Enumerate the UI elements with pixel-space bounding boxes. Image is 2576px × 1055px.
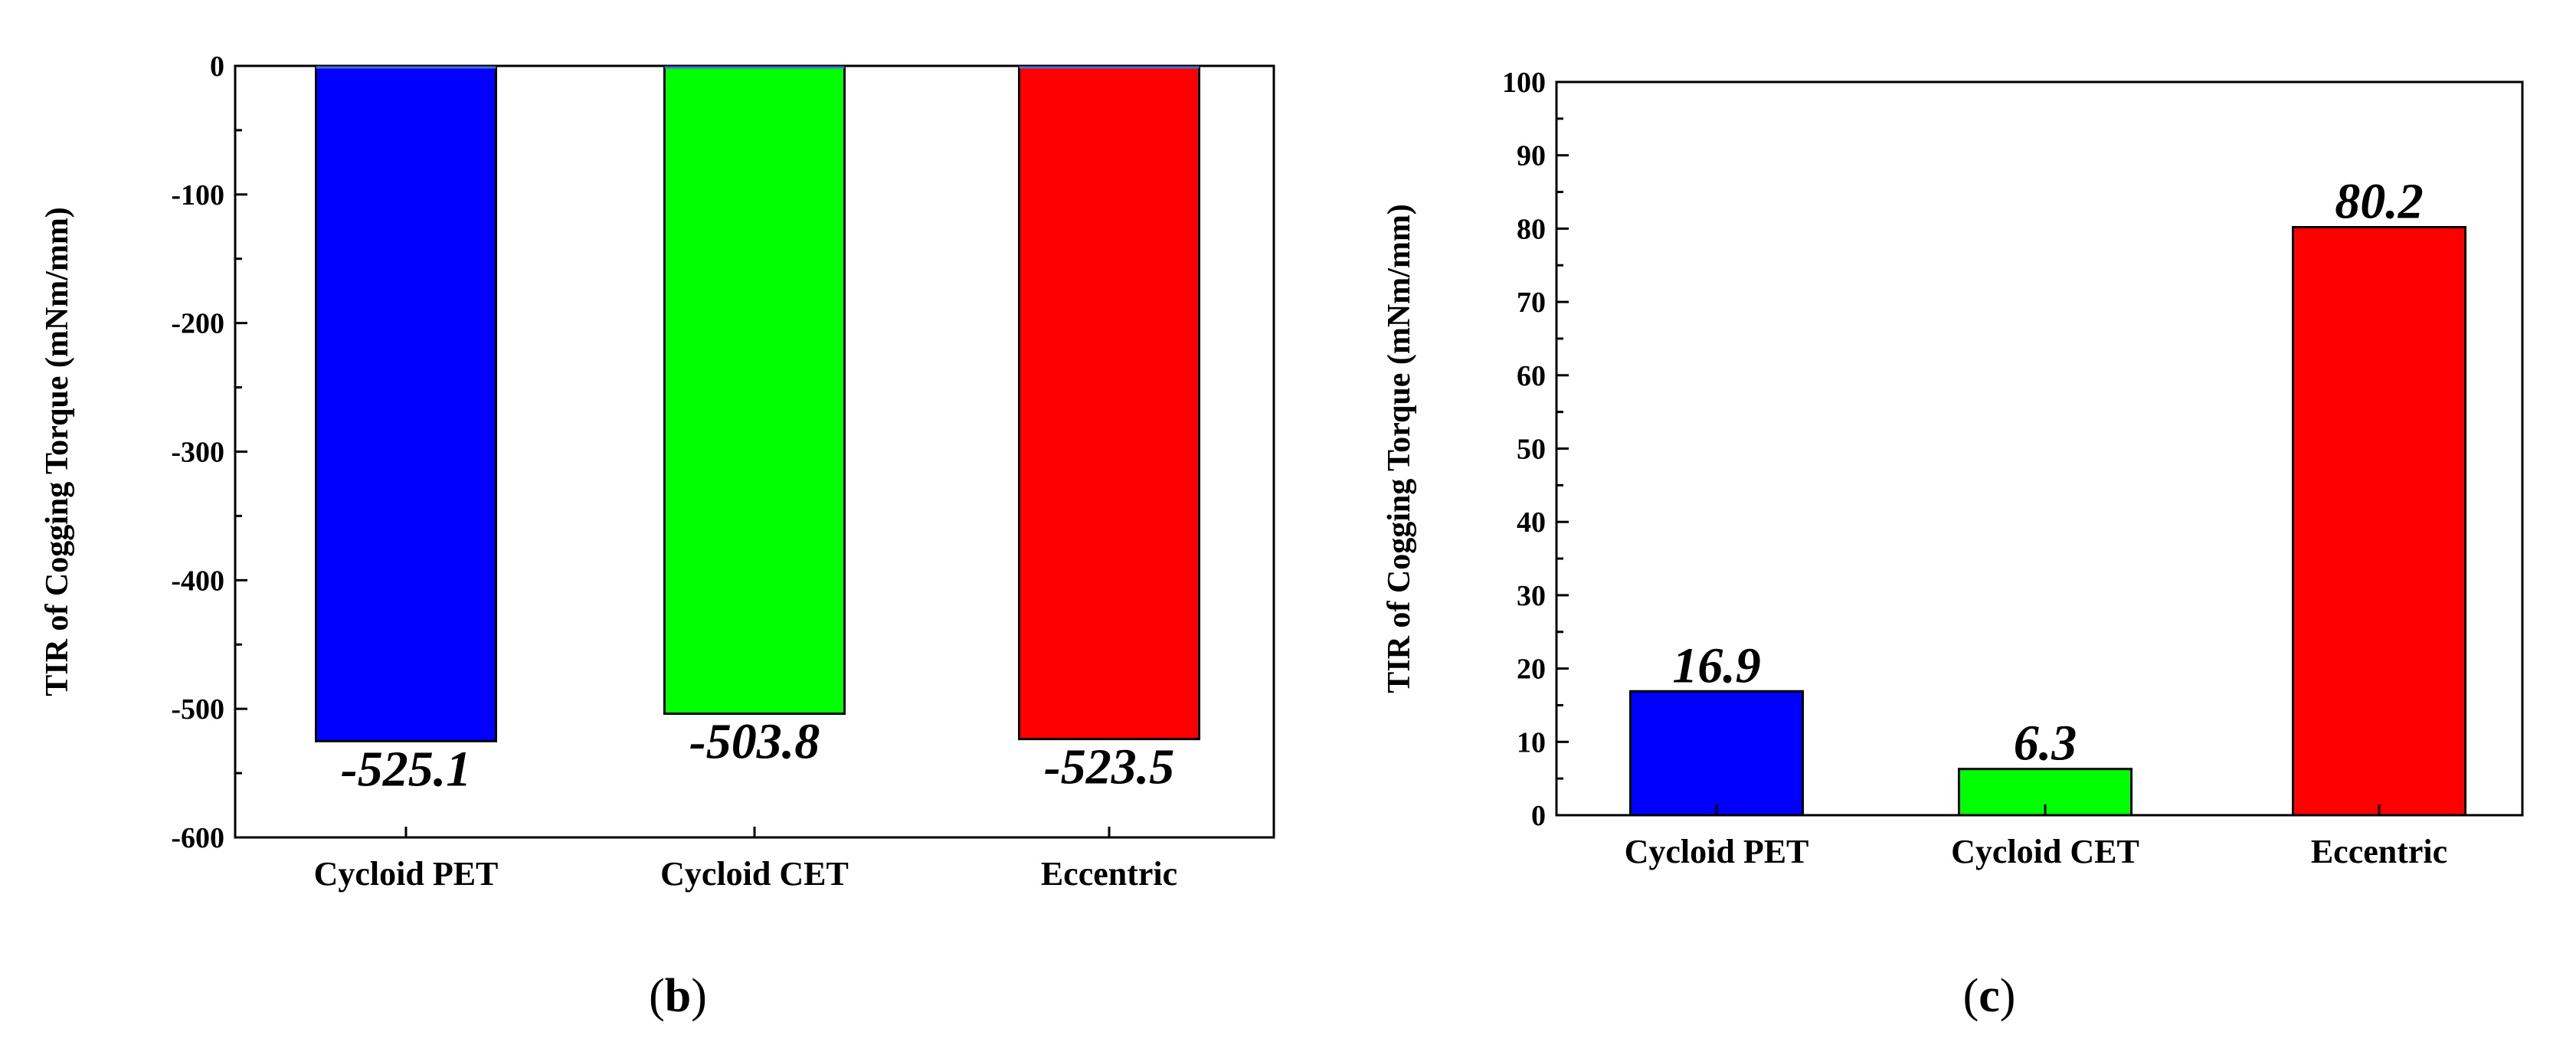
y-tick-label: -100: [171, 179, 224, 211]
y-tick-label: 100: [1502, 67, 1546, 99]
y-axis-title: TIR of Cogging Torque (mNm/mm): [40, 207, 75, 696]
bar-eccentric: [2292, 225, 2466, 817]
data-label: -523.5: [1044, 739, 1174, 795]
x-category-label: Cycloid PET: [314, 855, 499, 893]
chart-b: -600 -500 -400 -300 -200 -100 0 TIR of Cogging …: [40, 51, 1275, 893]
y-tick-label: 20: [1517, 654, 1546, 686]
x-category-label: Cycloid PET: [1625, 833, 1809, 870]
y-tick-label: 60: [1517, 360, 1546, 392]
chart-c: 0 10 20 30 40 50 60 70 80 90 100 TIR of Cogging Tor…: [1382, 67, 2524, 870]
y-tick-label: 40: [1517, 506, 1546, 539]
bar-cycloid-pet: [315, 64, 497, 742]
data-label: 6.3: [2014, 716, 2077, 772]
data-label: 16.9: [1672, 637, 1761, 693]
data-label: 80.2: [2335, 173, 2424, 229]
y-tick-label: 70: [1517, 287, 1546, 319]
bar-cycloid-pet: [1629, 690, 1804, 817]
bar-eccentric: [1018, 64, 1200, 741]
y-tick-label: -300: [171, 437, 224, 469]
x-category-label: Eccentric: [1041, 855, 1177, 893]
x-category-label: Cycloid CET: [660, 855, 849, 893]
y-tick-label: 0: [1531, 800, 1546, 832]
y-tick-label: 0: [210, 51, 224, 83]
bar-cycloid-cet: [663, 64, 846, 716]
y-tick-label: 30: [1517, 580, 1546, 612]
y-tick-label: -600: [171, 822, 224, 854]
panel-b-caption: (b): [649, 970, 707, 1022]
y-tick-label: -400: [171, 565, 224, 597]
data-label: -525.1: [341, 741, 471, 797]
y-tick-label: -500: [171, 693, 224, 726]
y-tick-label: 50: [1517, 434, 1546, 466]
y-tick-label: 80: [1517, 213, 1546, 245]
y-axis-title: TIR of Cogging Torque (mNm/mm): [1382, 204, 1417, 693]
x-category-label: Eccentric: [2311, 833, 2447, 870]
y-tick-label: -200: [171, 308, 224, 340]
y-tick-label: 10: [1517, 726, 1546, 758]
y-tick-label: 90: [1517, 140, 1546, 172]
data-label: -503.8: [689, 714, 820, 770]
panel-c-caption: (c): [1963, 970, 2016, 1022]
x-category-label: Cycloid CET: [1951, 833, 2139, 870]
